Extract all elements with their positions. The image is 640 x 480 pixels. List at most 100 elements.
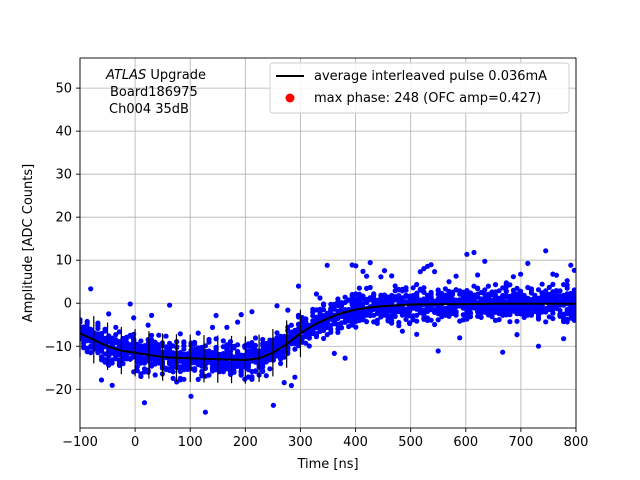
sample-point bbox=[288, 322, 294, 328]
sample-point bbox=[389, 273, 395, 279]
sample-point bbox=[231, 369, 237, 375]
y-tick-label: 0 bbox=[64, 297, 72, 312]
sample-point bbox=[535, 343, 542, 349]
sample-point bbox=[134, 364, 140, 370]
sample-point bbox=[170, 375, 176, 381]
sample-point bbox=[514, 318, 520, 324]
sample-point bbox=[510, 274, 516, 280]
sample-point bbox=[367, 260, 373, 266]
sample-point bbox=[564, 285, 570, 291]
sample-point bbox=[263, 373, 269, 379]
sample-point bbox=[220, 369, 226, 375]
sample-point bbox=[342, 355, 348, 361]
sample-point bbox=[571, 306, 576, 312]
sample-point bbox=[98, 377, 105, 383]
sample-point bbox=[285, 345, 291, 352]
sample-point bbox=[124, 352, 130, 358]
sample-point bbox=[485, 283, 491, 289]
sample-point bbox=[364, 273, 370, 279]
sample-point bbox=[378, 274, 384, 280]
sample-point bbox=[571, 267, 576, 273]
sample-point bbox=[328, 326, 334, 332]
plot-frame bbox=[79, 57, 577, 429]
sample-point bbox=[260, 367, 266, 374]
sample-point bbox=[557, 288, 563, 294]
sample-point bbox=[138, 373, 144, 379]
sample-point bbox=[102, 328, 108, 334]
y-tick-label: 30 bbox=[55, 168, 72, 183]
sample-point bbox=[518, 288, 524, 294]
sample-point bbox=[446, 279, 452, 285]
sample-point bbox=[421, 289, 427, 295]
sample-point bbox=[152, 372, 158, 378]
sample-scatter bbox=[80, 248, 576, 415]
legend-point-marker bbox=[285, 93, 295, 103]
y-tick-label: 10 bbox=[55, 254, 72, 269]
sample-point bbox=[338, 302, 345, 308]
sample-point bbox=[235, 319, 241, 325]
sample-point bbox=[324, 262, 330, 268]
sample-point bbox=[507, 282, 513, 288]
sample-point bbox=[238, 371, 244, 377]
annotation-box: ATLAS Upgrade Board186975 Ch004 35dB bbox=[105, 68, 206, 117]
sample-point bbox=[518, 271, 524, 277]
sample-point bbox=[482, 258, 488, 264]
sample-point bbox=[475, 272, 481, 278]
sample-point bbox=[482, 287, 488, 293]
sample-point bbox=[496, 288, 502, 294]
sample-point bbox=[285, 350, 291, 356]
sample-point bbox=[543, 248, 549, 254]
sample-point bbox=[81, 340, 87, 346]
sample-point bbox=[428, 294, 434, 300]
sample-point bbox=[145, 368, 151, 374]
sample-point bbox=[321, 302, 327, 308]
sample-point bbox=[274, 330, 280, 336]
x-axis-ticks: −100 0 100 200 300 400 500 600 700 800 bbox=[62, 428, 588, 450]
sample-point bbox=[285, 307, 291, 313]
sample-point bbox=[252, 368, 259, 374]
sample-point bbox=[338, 325, 345, 331]
sample-point bbox=[127, 301, 133, 307]
y-tick-label: −20 bbox=[45, 383, 72, 398]
sample-point bbox=[163, 333, 169, 339]
sample-point bbox=[80, 319, 83, 325]
sample-point bbox=[453, 273, 459, 279]
sample-point bbox=[414, 281, 420, 288]
x-tick-label: 0 bbox=[131, 435, 139, 450]
sample-point bbox=[364, 319, 370, 325]
sample-point bbox=[281, 354, 287, 360]
sample-point bbox=[134, 368, 140, 374]
sample-point bbox=[539, 281, 545, 287]
legend-entry-average: average interleaved pulse 0.036mA bbox=[314, 69, 547, 84]
sample-point bbox=[521, 292, 527, 298]
sample-point bbox=[392, 313, 398, 319]
sample-point bbox=[260, 364, 266, 370]
sample-point bbox=[306, 343, 312, 349]
sample-point bbox=[335, 329, 341, 335]
sample-point bbox=[553, 272, 560, 278]
sample-point bbox=[202, 409, 208, 415]
y-tick-label: 40 bbox=[55, 125, 72, 140]
sample-point bbox=[206, 336, 212, 343]
sample-point bbox=[131, 315, 137, 321]
sample-point bbox=[492, 292, 499, 298]
sample-point bbox=[564, 319, 570, 325]
sample-point bbox=[557, 307, 563, 314]
sample-point bbox=[149, 332, 155, 338]
sample-point bbox=[525, 260, 531, 266]
sample-point bbox=[492, 282, 499, 288]
sample-point bbox=[270, 402, 276, 408]
sample-point bbox=[113, 324, 119, 330]
sample-point bbox=[213, 312, 219, 319]
sample-point bbox=[260, 336, 266, 343]
sample-point bbox=[303, 316, 309, 322]
sample-point bbox=[235, 342, 241, 348]
upgrade-label: Upgrade bbox=[146, 68, 206, 83]
sample-point bbox=[564, 278, 570, 284]
sample-point bbox=[249, 309, 255, 315]
sample-point bbox=[446, 313, 452, 319]
x-tick-label: 200 bbox=[233, 435, 258, 450]
legend: average interleaved pulse 0.036mA max ph… bbox=[269, 62, 570, 114]
sample-point bbox=[288, 382, 294, 389]
